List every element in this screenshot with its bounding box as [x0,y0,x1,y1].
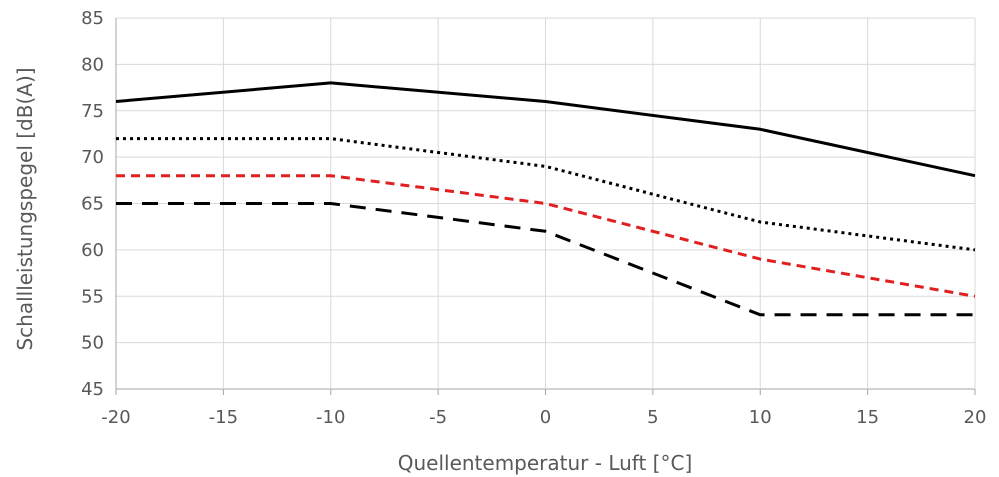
y-tick-label: 75 [81,101,104,122]
x-tick-label: 15 [856,407,879,428]
x-tick-label: 20 [964,407,987,428]
series-line-3 [116,174,976,298]
y-tick-label: 80 [81,54,104,75]
x-tick-label: 0 [540,407,551,428]
y-tick-label: 55 [81,286,104,307]
series-line-4 [116,202,975,317]
x-tick-label: -5 [429,407,447,428]
y-tick-label: 70 [81,147,104,168]
x-tick-label: -20 [101,407,130,428]
series-lines [115,81,976,317]
grid [115,17,976,395]
y-tick-label: 45 [81,379,104,400]
x-tick-label: -15 [209,407,238,428]
x-tick-label: 5 [647,407,658,428]
y-axis-title: Schallleistungspegel [dB(A)] [13,67,37,350]
tick-labels: 45 50 55 60 65 70 75 80 85 -20 -15 -10 -5 0 5 10 15 20 [81,8,986,428]
x-tick-label: 10 [749,407,772,428]
series-line-1 [115,81,976,178]
y-tick-label: 60 [81,240,104,261]
x-axis-title: Quellentemperatur - Luft [°C] [398,451,693,475]
y-tick-label: 85 [81,8,104,29]
y-tick-label: 50 [81,333,104,354]
x-tick-label: -10 [316,407,345,428]
y-tick-label: 65 [81,194,104,215]
